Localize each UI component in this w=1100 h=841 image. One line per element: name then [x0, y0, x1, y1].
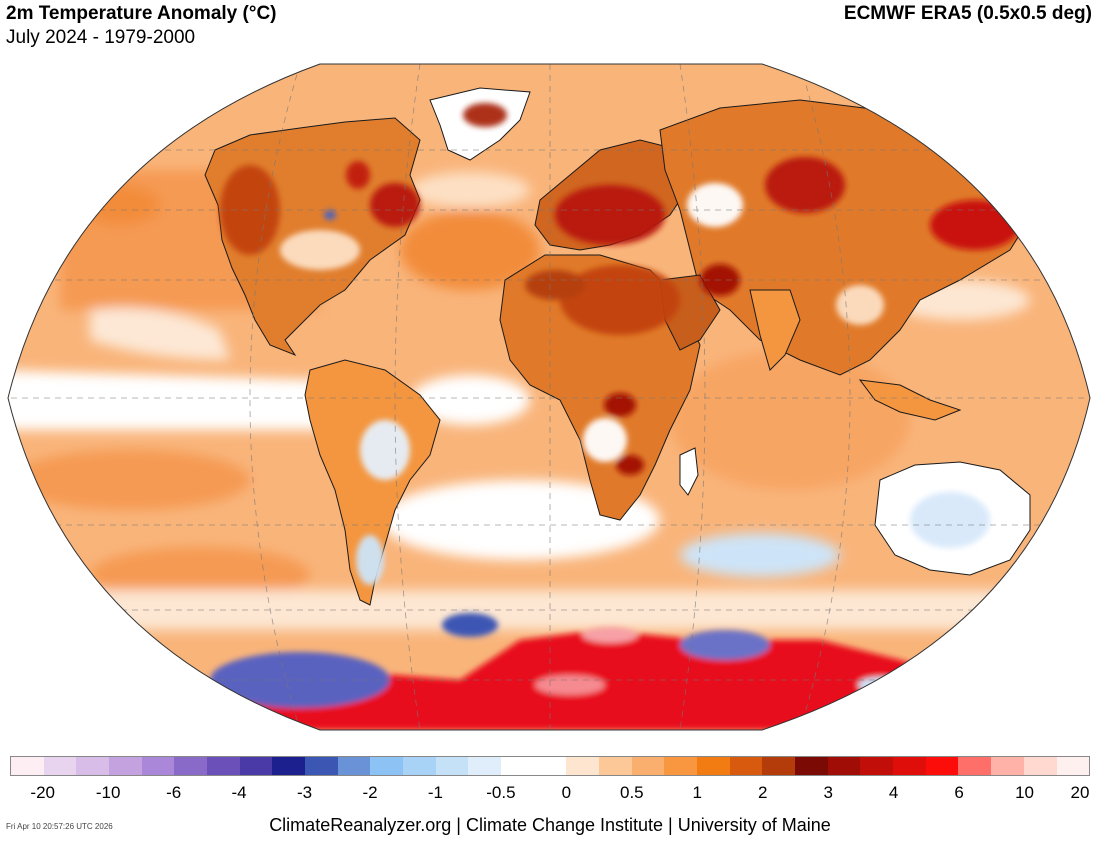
color-scale-tick-label: -4 [231, 783, 247, 802]
far-east-hot [930, 200, 1020, 250]
anomaly-map [7, 63, 1091, 731]
color-scale-segment [403, 757, 436, 775]
color-scale-tick-label: 2 [757, 783, 768, 802]
south-atlantic-neutral [380, 480, 660, 560]
color-scale-tick-label: 6 [954, 783, 964, 802]
color-scale-segment [958, 757, 992, 775]
color-scale-segment [468, 757, 502, 775]
data-source-label: ECMWF ERA5 (0.5x0.5 deg) [843, 3, 1092, 24]
ross-cool [858, 677, 902, 693]
color-scale-segment [109, 757, 142, 775]
hudson-hot [346, 161, 370, 189]
land-india [749, 289, 801, 371]
globe-outline [7, 63, 1091, 731]
color-scale-segment [1056, 757, 1090, 775]
north-atlantic-white [410, 172, 530, 208]
color-scale-segment [893, 757, 926, 775]
color-scale-tick-label: -2 [362, 783, 378, 802]
color-scale-tick-label: 1 [692, 783, 702, 802]
ne-africa-hot [560, 265, 680, 335]
map-title: 2m Temperature Anomaly (°C) [6, 3, 277, 24]
color-scale-tick-label: 20 [1070, 783, 1090, 802]
color-scale-tick-label: -0.5 [486, 783, 516, 802]
color-scale-bar [10, 756, 1090, 776]
central-africa-hot [604, 393, 636, 417]
color-scale-segment [925, 757, 959, 775]
na-west-hot [220, 165, 280, 255]
color-scale-tick-label: -3 [296, 783, 313, 802]
mid-atlantic-neutral [410, 375, 530, 425]
color-scale-tick-label: 0 [561, 783, 572, 802]
color-scale-tick-label: -6 [166, 783, 182, 802]
color-scale-tick-label: -20 [30, 783, 56, 802]
color-scale-segment [827, 757, 861, 775]
east-asia-neutral [836, 285, 884, 325]
us-east-neutral [280, 230, 360, 270]
color-scale-segment [174, 757, 208, 775]
color-scale-segment [76, 757, 110, 775]
color-scale-segment [533, 757, 567, 775]
color-scale-tick-label: 4 [888, 783, 899, 802]
color-scale-segment [11, 757, 44, 775]
great-lakes-cool [324, 210, 336, 220]
color-scale-segment [729, 757, 763, 775]
australia-cool [910, 492, 990, 548]
weddell-cool [442, 613, 498, 637]
color-scale-segment [697, 757, 730, 775]
color-scale-segment [860, 757, 894, 775]
europe-hot [555, 185, 665, 245]
color-scale-tick-label: -1 [427, 783, 444, 802]
color-scale-segment [370, 757, 404, 775]
map-subtitle: July 2024 - 1979-2000 [6, 27, 196, 48]
color-scale-segment [762, 757, 796, 775]
color-scale-segment [272, 757, 306, 775]
color-scale-segment [239, 757, 273, 775]
color-scale-segment [795, 757, 828, 775]
south-pacific-warm-2 [90, 547, 310, 603]
sa-patagonia-cool [356, 535, 384, 585]
color-scale-tick-label: 10 [1015, 783, 1034, 802]
indian-ocean-warm [670, 350, 910, 490]
equatorial-pacific-neutral [8, 370, 330, 430]
north-atlantic-warm [400, 210, 540, 290]
color-scale-segment [991, 757, 1024, 775]
color-scale-segment [43, 757, 77, 775]
east-antarctica-cool [680, 630, 770, 660]
siberia-hot [765, 157, 845, 213]
south-africa-hot [616, 455, 644, 475]
central-asia-neutral [687, 183, 743, 227]
color-scale-ticks: -20 -10 -6 -4 -3 -2 -1 -0.5 0 0.5 1 2 3 4 6 10 20 [10, 783, 1090, 807]
footer-credits: ClimateReanalyzer.org | Climate Change I… [269, 815, 831, 835]
greenland-warm [463, 103, 507, 127]
color-scale-segment [501, 757, 534, 775]
color-scale-tick-label: -10 [95, 783, 121, 802]
central-africa-neutral [583, 418, 627, 462]
color-scale-segment [207, 757, 240, 775]
color-scale-tick-label: 0.5 [619, 783, 644, 802]
color-scale-segment [1023, 757, 1057, 775]
sa-neutral [360, 420, 410, 480]
pacific-white-patch [90, 307, 230, 360]
sahel-hot [525, 270, 585, 300]
generated-timestamp: Fri Apr 10 20:57:26 UTC 2026 [6, 822, 113, 831]
color-scale-segment [599, 757, 632, 775]
south-pacific-warm-1 [10, 450, 250, 510]
color-scale-segment [664, 757, 698, 775]
color-scale-segment [305, 757, 338, 775]
south-indian-cool [680, 533, 840, 577]
antarctica-pink-1 [582, 627, 638, 643]
bering-sea-warm [80, 185, 160, 225]
color-scale-segment [631, 757, 665, 775]
color-scale-segment [337, 757, 371, 775]
antarctica-pink-2 [535, 675, 605, 695]
land-madagascar [679, 447, 699, 496]
land-maritime-se-asia [858, 379, 962, 421]
color-scale-segment [141, 757, 175, 775]
na-northeast-hot [370, 183, 420, 227]
color-scale-tick-label: 3 [823, 783, 833, 802]
color-scale-segment [566, 757, 600, 775]
color-scale-segment [435, 757, 469, 775]
